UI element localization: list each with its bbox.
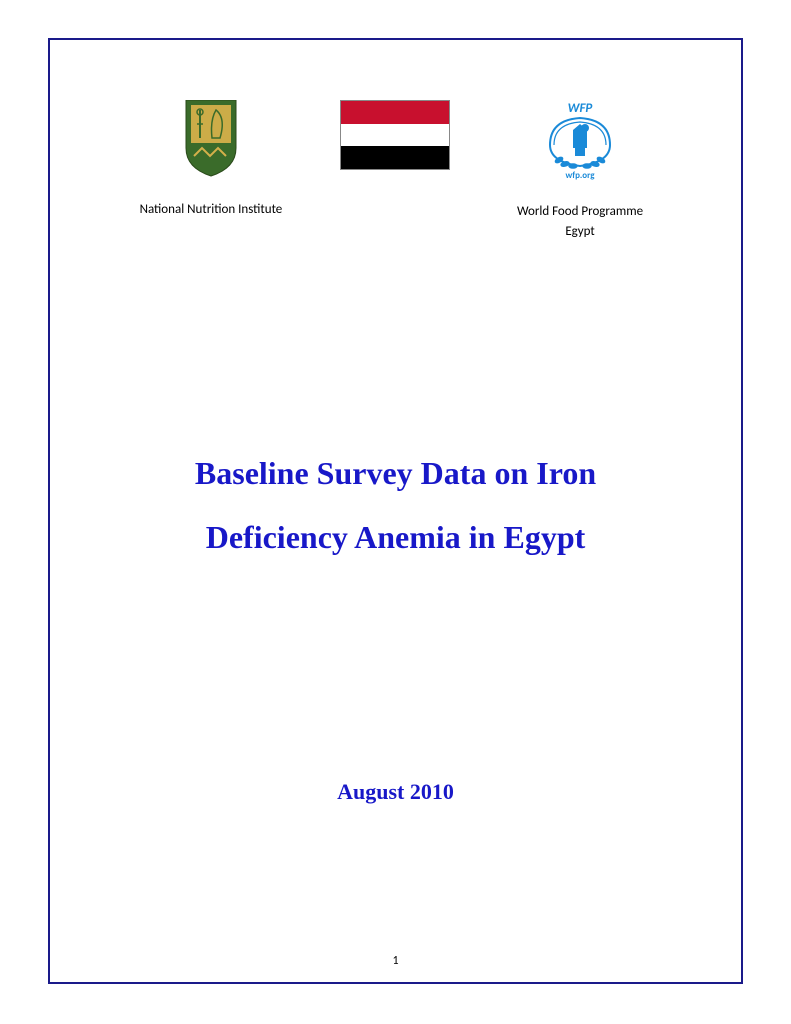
date-block: August 2010 bbox=[90, 779, 701, 805]
title-line-2: Deficiency Anemia in Egypt bbox=[90, 505, 701, 569]
nni-logo-column: National Nutrition Institute bbox=[120, 100, 302, 220]
date-text: August 2010 bbox=[90, 779, 701, 805]
egypt-flag-icon bbox=[340, 100, 450, 170]
wfp-url: wfp.org bbox=[566, 170, 596, 180]
wfp-caption-line1: World Food Programme bbox=[517, 204, 643, 219]
nni-logo-icon bbox=[182, 100, 240, 178]
flag-stripe-top bbox=[341, 101, 449, 124]
logos-row: National Nutrition Institute WFP bbox=[90, 100, 701, 241]
page-number: 1 bbox=[50, 954, 741, 968]
flag-stripe-mid bbox=[341, 124, 449, 147]
page-frame: National Nutrition Institute WFP bbox=[48, 38, 743, 984]
wfp-logo-icon: WFP wfp.org bbox=[535, 100, 625, 180]
wfp-acronym: WFP bbox=[568, 101, 593, 116]
wfp-caption-line2: Egypt bbox=[565, 224, 594, 239]
flag-column bbox=[305, 100, 487, 170]
wfp-caption: World Food Programme Egypt bbox=[517, 202, 643, 241]
title-block: Baseline Survey Data on Iron Deficiency … bbox=[90, 441, 701, 569]
nni-caption: National Nutrition Institute bbox=[140, 200, 283, 220]
title-line-1: Baseline Survey Data on Iron bbox=[90, 441, 701, 505]
flag-stripe-bot bbox=[341, 146, 449, 169]
wfp-logo-column: WFP wfp.org bbox=[489, 100, 671, 241]
